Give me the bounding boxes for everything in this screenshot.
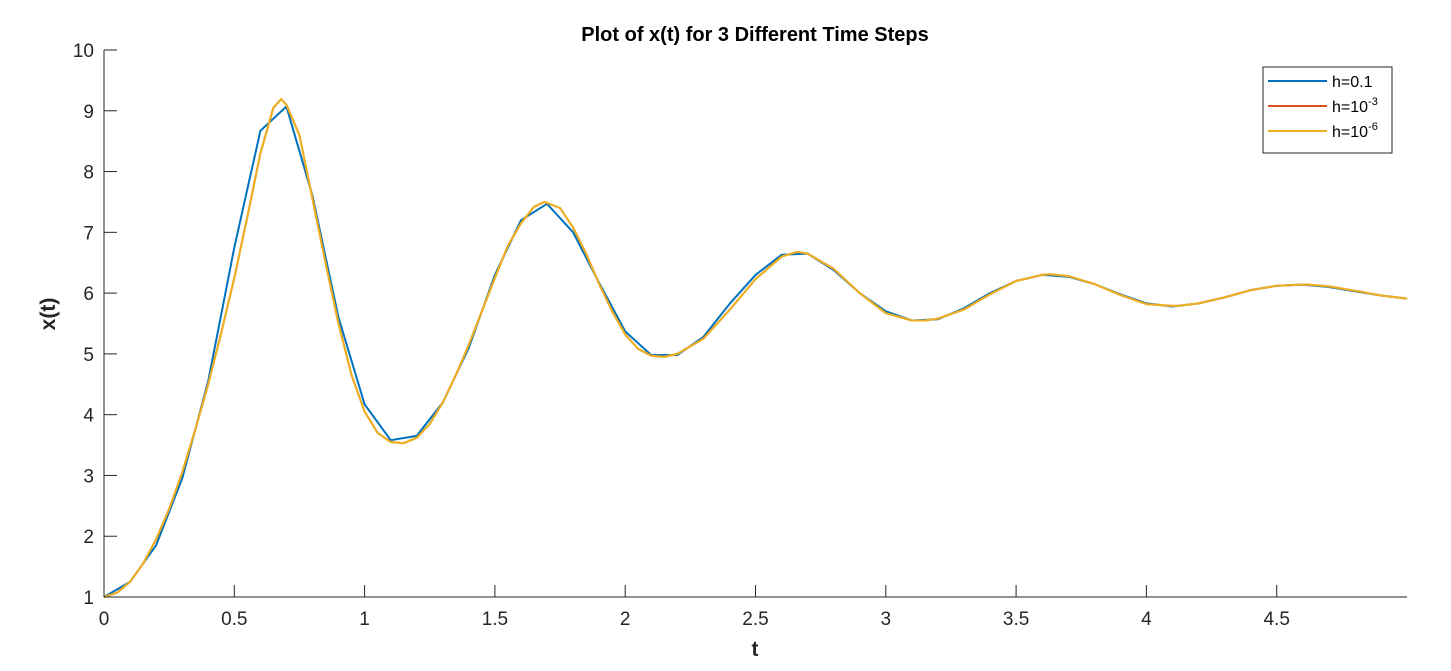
x-tick-label: 0 [99, 609, 110, 630]
x-tick-label: 1.5 [482, 609, 508, 630]
series-line-2 [103, 98, 1408, 598]
y-tick-label: 5 [83, 345, 94, 366]
x-ticks: 0 0.5 1 1.5 2 2.5 3 3.5 4 4.5 [99, 585, 1290, 630]
y-tick-label: 8 [83, 163, 94, 184]
legend-label-1: h=0.1 [1332, 74, 1373, 91]
legend-label-text: h=10 [1332, 99, 1368, 116]
y-tick-label: 2 [83, 527, 94, 548]
x-tick-label: 4.5 [1263, 609, 1289, 630]
x-tick-label: 3.5 [1003, 609, 1029, 630]
y-tick-label: 1 [83, 588, 94, 609]
legend-label-text: h=0.1 [1332, 74, 1373, 91]
legend-box [1262, 66, 1393, 154]
series-line-1 [103, 105, 1408, 598]
y-tick-label: 6 [83, 284, 94, 305]
y-ticks: 1 2 3 4 5 6 7 8 9 10 [73, 41, 117, 609]
y-tick-label: 7 [83, 223, 94, 244]
legend-label-2: h=10-3 [1332, 96, 1378, 116]
x-tick-label: 4 [1141, 609, 1152, 630]
x-axis-label: t [752, 638, 759, 661]
series-line-3 [103, 98, 1408, 598]
x-tick-label: 2.5 [742, 609, 768, 630]
x-tick-label: 2 [620, 609, 631, 630]
legend-label-exponent: -3 [1368, 96, 1378, 108]
legend-label-3: h=10-6 [1332, 121, 1378, 141]
chart-title: Plot of x(t) for 3 Different Time Steps [581, 24, 928, 46]
legend: h=0.1h=10-3h=10-6 [1262, 66, 1393, 154]
plot-area: 0 0.5 1 1.5 2 2.5 3 3.5 4 4.5 1 2 3 4 5 6 7 8 9 10 [73, 41, 1408, 630]
y-axis-label: x(t) [37, 298, 60, 331]
x-tick-label: 3 [881, 609, 892, 630]
y-tick-label: 10 [73, 41, 94, 62]
y-tick-label: 9 [83, 102, 94, 123]
x-tick-label: 0.5 [221, 609, 247, 630]
x-tick-label: 1 [359, 609, 370, 630]
y-tick-label: 4 [83, 406, 94, 427]
legend-label-exponent: -6 [1368, 121, 1378, 133]
series-layer [103, 98, 1408, 598]
y-tick-label: 3 [83, 466, 94, 487]
legend-label-text: h=10 [1332, 124, 1368, 141]
